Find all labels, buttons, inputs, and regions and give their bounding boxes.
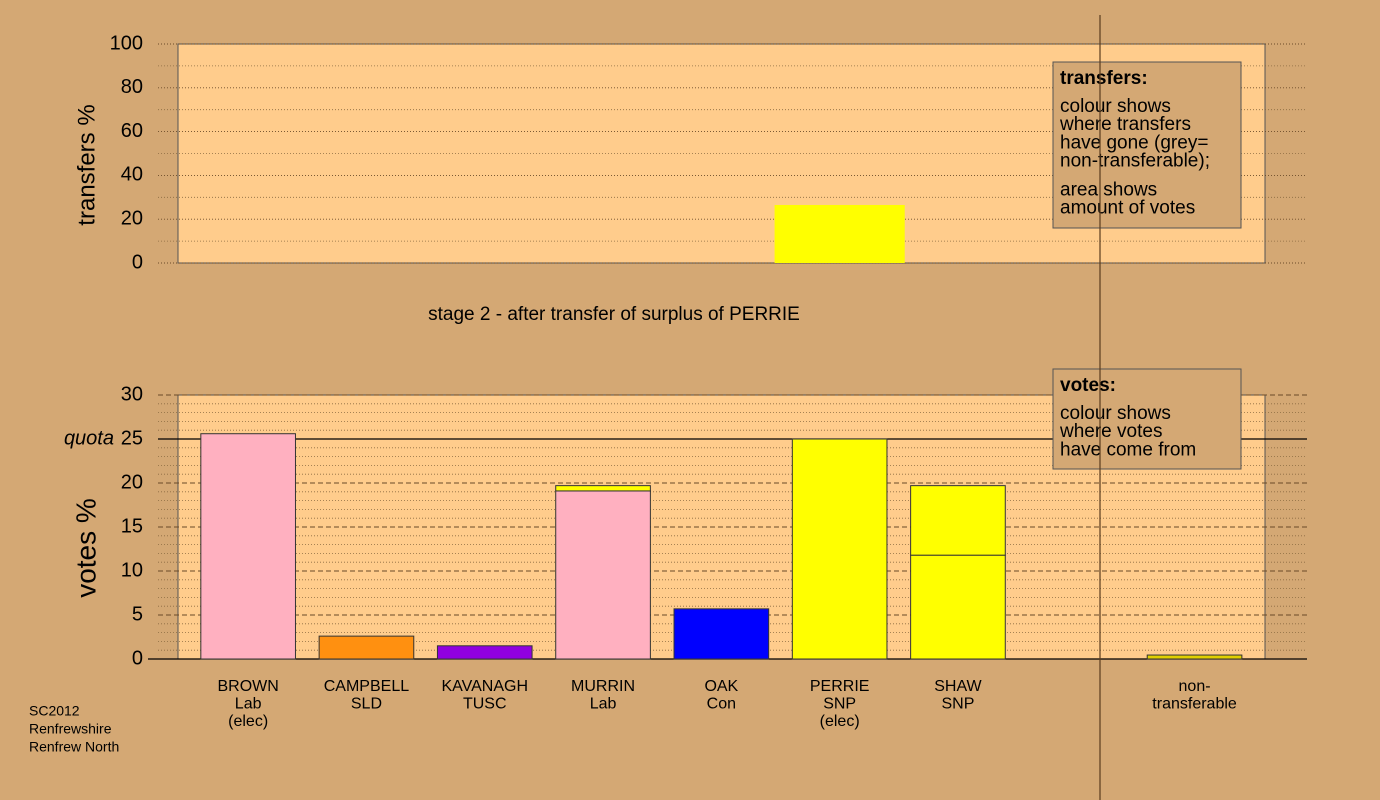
note-box [1052,61,1242,229]
note-text: have come from [1060,439,1196,460]
y-tick-label: 5 [132,603,143,625]
x-tick-label: OAK [704,678,738,695]
quota-label: quota [64,427,114,449]
x-tick-label: SLD [351,696,382,713]
chart-title: stage 2 - after transfer of surplus of P… [428,304,800,325]
x-tick-label: (elec) [820,713,860,730]
x-tick-label: SNP [823,696,856,713]
y-tick-label: 30 [121,383,143,405]
x-tick-label: SNP [941,696,974,713]
footer: SC2012 [29,703,80,719]
x-tick-label: PERRIE [810,678,870,695]
x-tick-label: KAVANAGH [441,678,528,695]
bar-segment [673,608,770,660]
y-axis-label: votes % [70,498,101,598]
x-tick-label: Lab [235,696,262,713]
y-tick-label: 0 [132,251,143,273]
bar-segment [910,485,1006,556]
note-text: non-transferable); [1060,151,1210,172]
x-tick-label: BROWN [217,678,278,695]
bar-segment [555,490,651,660]
x-tick-label: non- [1179,678,1211,695]
x-tick-label: SHAW [934,678,982,695]
note-text: area shows [1060,179,1157,200]
y-tick-label: 25 [121,427,143,449]
footer: Renfrewshire [29,721,112,737]
x-tick-label: MURRIN [571,678,635,695]
y-tick-label: 100 [110,32,143,54]
y-axis-label: transfers % [73,104,100,225]
note-title: transfers: [1060,68,1148,89]
note-box [1052,368,1242,470]
x-tick-label: CAMPBELL [324,678,409,695]
x-tick-label: transferable [1152,696,1237,713]
x-tick-label: Con [707,696,736,713]
bar [774,204,905,263]
note-text: amount of votes [1060,198,1195,219]
y-tick-label: 0 [132,647,143,669]
x-tick-label: Lab [590,696,617,713]
footer: Renfrew North [29,739,119,755]
y-tick-label: 15 [121,515,143,537]
bar-segment [555,485,651,492]
note-text: have gone (grey= [1060,132,1208,153]
y-tick-label: 60 [121,120,143,142]
bar-segment [791,438,888,660]
note-text: colour shows [1060,403,1171,424]
note-title: votes: [1060,375,1116,396]
note-text: colour shows [1060,96,1171,117]
x-tick-label: TUSC [463,696,507,713]
bar-segment [436,645,533,660]
y-tick-label: 40 [121,164,143,186]
y-tick-label: 20 [121,471,143,493]
bar-segment [1146,654,1243,660]
x-tick-label: (elec) [228,713,268,730]
note-text: where transfers [1059,114,1191,135]
y-tick-label: 10 [121,559,143,581]
note-text: where votes [1059,421,1162,442]
y-tick-label: 20 [121,207,143,229]
bar-segment [318,635,415,660]
bar-segment [200,433,296,660]
bar-segment [910,554,1006,660]
y-tick-label: 80 [121,76,143,98]
